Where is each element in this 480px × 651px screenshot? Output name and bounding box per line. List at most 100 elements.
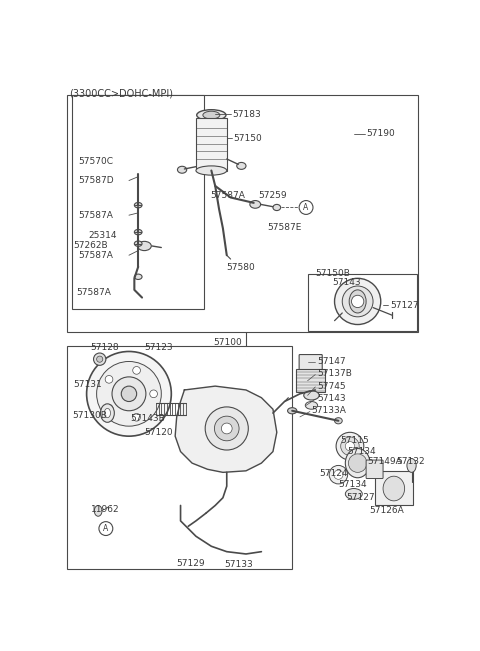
Circle shape xyxy=(341,437,359,456)
Ellipse shape xyxy=(197,109,226,120)
Ellipse shape xyxy=(304,391,319,400)
Polygon shape xyxy=(175,386,277,473)
Circle shape xyxy=(351,296,364,307)
Bar xyxy=(196,118,227,171)
Ellipse shape xyxy=(349,290,366,313)
Text: 57580: 57580 xyxy=(227,263,255,272)
Circle shape xyxy=(345,441,355,450)
Text: 57262B: 57262B xyxy=(73,242,108,251)
Circle shape xyxy=(133,367,141,374)
Circle shape xyxy=(94,353,106,365)
Circle shape xyxy=(334,470,343,479)
Text: A: A xyxy=(103,524,108,533)
Text: 11962: 11962 xyxy=(90,505,119,514)
Text: 57132: 57132 xyxy=(396,457,425,466)
Circle shape xyxy=(329,465,348,484)
Ellipse shape xyxy=(345,488,362,499)
Text: 57259: 57259 xyxy=(258,191,287,200)
Text: 57587A: 57587A xyxy=(211,191,245,200)
Ellipse shape xyxy=(273,204,281,210)
Text: A: A xyxy=(303,203,309,212)
Bar xyxy=(67,95,419,332)
Text: (3300CC>DOHC-MPI): (3300CC>DOHC-MPI) xyxy=(69,89,173,99)
Circle shape xyxy=(215,416,239,441)
Ellipse shape xyxy=(134,241,142,246)
Bar xyxy=(72,95,204,309)
Circle shape xyxy=(348,454,367,473)
Text: 57115: 57115 xyxy=(340,436,369,445)
Ellipse shape xyxy=(137,242,151,251)
Circle shape xyxy=(133,413,141,421)
Circle shape xyxy=(336,432,364,460)
Text: 57100: 57100 xyxy=(213,338,242,346)
Ellipse shape xyxy=(237,163,246,169)
Ellipse shape xyxy=(383,477,405,501)
Bar xyxy=(296,369,325,393)
Circle shape xyxy=(86,352,171,436)
Circle shape xyxy=(105,404,113,412)
Text: 57133: 57133 xyxy=(224,561,252,569)
Text: 57587A: 57587A xyxy=(78,251,113,260)
Ellipse shape xyxy=(104,408,110,418)
Circle shape xyxy=(105,376,113,383)
Circle shape xyxy=(99,521,113,536)
Text: 57570C: 57570C xyxy=(78,157,113,166)
Text: 57134: 57134 xyxy=(348,447,376,456)
Text: 57128: 57128 xyxy=(90,343,119,352)
Ellipse shape xyxy=(203,111,220,119)
Text: 57130B: 57130B xyxy=(72,411,107,420)
Text: 57120: 57120 xyxy=(144,428,173,437)
Text: 57587A: 57587A xyxy=(78,211,113,219)
Text: 57147: 57147 xyxy=(317,357,346,366)
Text: 57129: 57129 xyxy=(176,559,205,568)
Circle shape xyxy=(96,361,161,426)
Text: 57587E: 57587E xyxy=(267,223,302,232)
Ellipse shape xyxy=(196,166,227,175)
Ellipse shape xyxy=(250,201,261,208)
Text: 57131: 57131 xyxy=(73,380,102,389)
Text: 57745: 57745 xyxy=(317,381,346,391)
Text: 25314: 25314 xyxy=(88,232,117,240)
Text: 57150: 57150 xyxy=(234,133,263,143)
Circle shape xyxy=(112,377,146,411)
Text: 57124: 57124 xyxy=(319,469,348,478)
FancyBboxPatch shape xyxy=(299,355,322,370)
Text: 57587D: 57587D xyxy=(78,176,114,185)
Text: 57143: 57143 xyxy=(332,279,361,287)
Ellipse shape xyxy=(345,449,370,478)
FancyBboxPatch shape xyxy=(366,460,383,478)
Text: 57143: 57143 xyxy=(317,394,346,403)
Text: 57149A: 57149A xyxy=(368,457,402,466)
Ellipse shape xyxy=(134,202,142,208)
Ellipse shape xyxy=(288,408,297,414)
Ellipse shape xyxy=(407,458,416,473)
Text: 57183: 57183 xyxy=(232,110,261,119)
Text: 57127: 57127 xyxy=(346,493,375,501)
Text: 57134: 57134 xyxy=(338,480,367,489)
Bar xyxy=(67,346,292,570)
Circle shape xyxy=(335,279,381,324)
Circle shape xyxy=(150,390,157,398)
Ellipse shape xyxy=(335,418,342,424)
Text: 57587A: 57587A xyxy=(77,288,111,297)
Circle shape xyxy=(96,356,103,362)
Ellipse shape xyxy=(94,505,102,516)
Circle shape xyxy=(299,201,313,214)
Circle shape xyxy=(205,407,248,450)
Circle shape xyxy=(342,286,373,317)
Ellipse shape xyxy=(305,402,318,409)
Text: 57137B: 57137B xyxy=(317,369,352,378)
Text: 57126A: 57126A xyxy=(369,506,404,516)
Circle shape xyxy=(221,423,232,434)
Bar xyxy=(374,471,413,505)
Text: 57190: 57190 xyxy=(366,129,395,138)
Text: 57133A: 57133A xyxy=(312,406,347,415)
Ellipse shape xyxy=(134,274,142,279)
Bar xyxy=(308,275,417,331)
Text: 57143B: 57143B xyxy=(131,414,165,423)
Text: 57127: 57127 xyxy=(390,301,419,310)
Text: 57123: 57123 xyxy=(144,343,173,352)
Text: 57150B: 57150B xyxy=(315,269,350,278)
Ellipse shape xyxy=(134,229,142,235)
Ellipse shape xyxy=(178,166,187,173)
